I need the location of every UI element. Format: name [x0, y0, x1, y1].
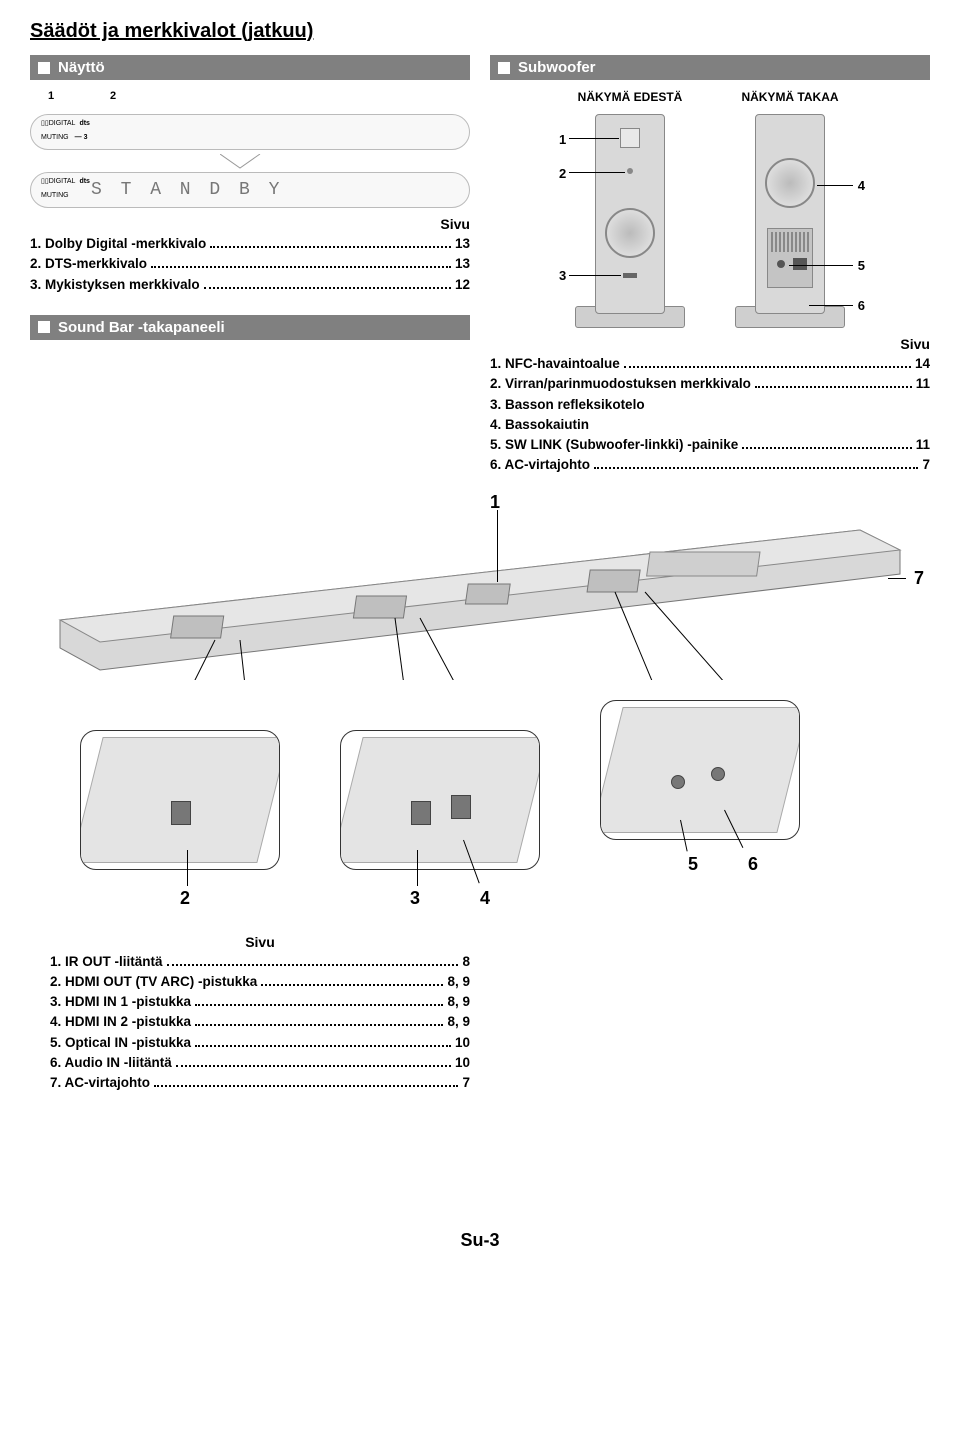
sb-callout-1: 1 [490, 492, 500, 513]
callout-6: 6 [858, 298, 865, 313]
sb-callout-2: 2 [180, 888, 190, 909]
list-item: 4. Bassokaiutin [490, 415, 930, 435]
display-panel-2: ▯▯DIGITAL dts MUTING S T A N D B Y [30, 172, 470, 208]
back-caption: NÄKYMÄ TAKAA [725, 90, 855, 104]
sivu-label-right: Sivu [490, 336, 930, 352]
subwoofer-section-header: Subwoofer [490, 55, 930, 80]
square-icon [498, 62, 510, 74]
list-item: 6. Audio IN -liitäntä10 [50, 1053, 470, 1073]
dts-indicator: dts [79, 119, 90, 129]
display-heading: Näyttö [58, 59, 105, 76]
display-section-header: Näyttö [30, 55, 470, 80]
callout-1: 1 [559, 132, 566, 147]
list-item: 2. Virran/parinmuodostuksen merkkivalo11 [490, 374, 930, 394]
front-caption: NÄKYMÄ EDESTÄ [565, 90, 695, 104]
display-pointers: 1 2 [30, 90, 470, 108]
square-icon [38, 321, 50, 333]
page-title: Säädöt ja merkkivalot (jatkuu) [30, 20, 930, 43]
callout-5: 5 [858, 258, 865, 273]
square-icon [38, 62, 50, 74]
subwoofer-back-illustration: 4 5 6 [725, 108, 855, 328]
display-panel-1: ▯▯DIGITAL dts MUTING — 3 [30, 114, 470, 150]
dts-indicator-2: dts [79, 177, 90, 187]
sb-callout-7: 7 [914, 568, 924, 589]
digital-indicator: ▯▯DIGITAL [41, 119, 75, 129]
soundbar-heading: Sound Bar -takapaneeli [58, 319, 225, 336]
list-item: 2. HDMI OUT (TV ARC) -pistukka8, 9 [50, 972, 470, 992]
list-item: 3. Mykistyksen merkkivalo12 [30, 275, 470, 295]
detail-boxes: 2 3 4 5 6 [40, 690, 920, 890]
list-item: 2. DTS-merkkivalo13 [30, 254, 470, 274]
sb-callout-3: 3 [410, 888, 420, 909]
muting-indicator-2: MUTING [41, 191, 69, 201]
subwoofer-ref-list: 1. NFC-havaintoalue14 2. Virran/parinmuo… [490, 354, 930, 476]
sb-callout-6: 6 [748, 854, 758, 875]
pointer-1: 1 [48, 90, 54, 102]
list-item: 5. Optical IN -pistukka10 [50, 1033, 470, 1053]
sb-callout-5: 5 [688, 854, 698, 875]
panel-connector [30, 154, 470, 170]
list-item: 6. AC-virtajohto7 [490, 455, 930, 475]
list-item: 1. Dolby Digital -merkkivalo13 [30, 234, 470, 254]
soundbar-ref-list: 1. IR OUT -liitäntä8 2. HDMI OUT (TV ARC… [50, 952, 470, 1094]
muting-indicator: MUTING [41, 133, 69, 143]
page-footer: Su-3 [30, 1230, 930, 1251]
list-item: 5. SW LINK (Subwoofer-linkki) -painike11 [490, 435, 930, 455]
sivu-label-left: Sivu [30, 216, 470, 232]
list-item: 4. HDMI IN 2 -pistukka8, 9 [50, 1012, 470, 1032]
soundbar-section-header: Sound Bar -takapaneeli [30, 315, 470, 340]
callout-2: 2 [559, 166, 566, 181]
list-item: 3. Basson refleksikotelo [490, 395, 930, 415]
standby-text: S T A N D B Y [91, 180, 283, 200]
pointer-2: 2 [110, 90, 116, 102]
subwoofer-heading: Subwoofer [518, 59, 596, 76]
pointer-3: 3 [84, 134, 88, 141]
sb-callout-4: 4 [480, 888, 490, 909]
soundbar-illustration: 1 7 [40, 500, 920, 680]
subwoofer-front-illustration: 1 2 3 [565, 108, 695, 328]
list-item: 1. IR OUT -liitäntä8 [50, 952, 470, 972]
list-item: 3. HDMI IN 1 -pistukka8, 9 [50, 992, 470, 1012]
digital-indicator-2: ▯▯DIGITAL [41, 177, 75, 187]
list-item: 7. AC-virtajohto7 [50, 1073, 470, 1093]
list-item: 1. NFC-havaintoalue14 [490, 354, 930, 374]
display-ref-list: 1. Dolby Digital -merkkivalo13 2. DTS-me… [30, 234, 470, 295]
callout-4: 4 [858, 178, 865, 193]
sivu-label-bottom: Sivu [50, 934, 470, 950]
callout-3: 3 [559, 268, 566, 283]
